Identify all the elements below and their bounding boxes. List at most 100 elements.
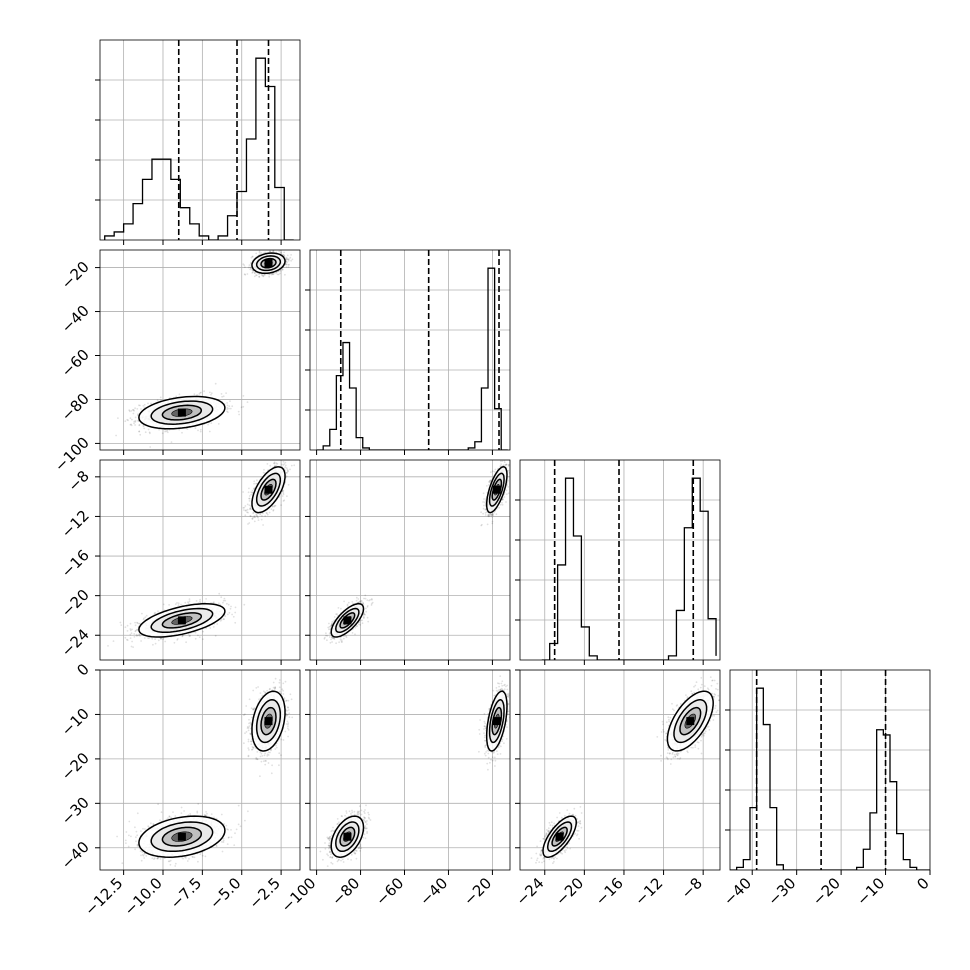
scatter-point [250, 493, 253, 496]
scatter-point [286, 261, 288, 264]
scatter-point [160, 637, 162, 640]
scatter-point [285, 475, 288, 477]
scatter-point [129, 622, 132, 625]
scatter-point [194, 637, 197, 640]
scatter-point [214, 382, 217, 385]
scatter-point [222, 601, 224, 604]
scatter-point [279, 251, 282, 254]
scatter-point [130, 645, 133, 648]
scatter-point [168, 604, 170, 606]
scatter-point [272, 273, 275, 276]
scatter-point [273, 461, 276, 464]
scatter-point [256, 515, 259, 518]
scatter-point [199, 430, 202, 433]
scatter-point [117, 417, 119, 419]
scatter-point [147, 637, 149, 639]
scatter-point [275, 271, 278, 274]
scatter-point [226, 602, 228, 605]
scatter-point [264, 515, 267, 517]
density-peak [177, 616, 186, 625]
scatter-point [252, 271, 254, 273]
scatter-point [250, 267, 252, 270]
scatter-point [272, 250, 275, 253]
panel-1-1 [305, 249, 511, 455]
scatter-point [154, 642, 157, 645]
scatter-point [276, 273, 279, 276]
scatter-point [142, 405, 145, 407]
scatter-point [269, 250, 271, 252]
scatter-point [120, 624, 123, 626]
scatter-point [223, 618, 225, 621]
scatter-point [199, 392, 202, 394]
scatter-point [134, 421, 137, 423]
scatter-point [156, 399, 159, 402]
scatter-point [268, 511, 271, 514]
scatter-point [130, 632, 133, 635]
scatter-point [199, 601, 202, 604]
scatter-point [293, 464, 296, 467]
scatter-point [154, 638, 156, 640]
scatter-point [262, 471, 265, 474]
scatter-point [285, 258, 288, 261]
scatter-point [251, 272, 254, 274]
scatter-point [270, 273, 273, 276]
scatter-point [124, 626, 127, 629]
scatter-point [243, 603, 246, 606]
scatter-point [178, 428, 181, 431]
scatter-point [255, 482, 257, 485]
scatter-point [285, 256, 287, 259]
scatter-point [278, 250, 281, 253]
scatter-point [132, 646, 134, 648]
density-peak [264, 259, 273, 268]
scatter-point [272, 250, 274, 253]
scatter-point [248, 264, 251, 266]
scatter-point [138, 634, 141, 636]
scatter-point [140, 408, 142, 410]
scatter-point [133, 422, 135, 425]
scatter-point [187, 601, 189, 604]
scatter-point [160, 638, 162, 640]
scatter-point [243, 273, 246, 276]
scatter-point [142, 618, 145, 621]
scatter-point [129, 633, 132, 636]
scatter-point [197, 634, 199, 637]
scatter-point [227, 603, 230, 606]
scatter-point [149, 446, 152, 448]
scatter-point [222, 395, 225, 398]
scatter-point [195, 600, 198, 602]
scatter-point [248, 487, 250, 490]
scatter-point [134, 416, 137, 419]
scatter-point [126, 418, 129, 421]
scatter-point [157, 639, 160, 642]
scatter-point [273, 465, 276, 467]
scatter-point [284, 263, 287, 266]
scatter-point [135, 634, 138, 637]
scatter-point [246, 273, 249, 275]
scatter-point [133, 409, 135, 412]
scatter-point [264, 251, 266, 254]
scatter-point [287, 264, 290, 266]
scatter-point [138, 424, 141, 427]
scatter-point [141, 612, 143, 615]
scatter-point [254, 516, 256, 519]
scatter-point [130, 424, 133, 427]
scatter-point [250, 261, 252, 264]
scatter-point [285, 266, 288, 268]
scatter-point [151, 637, 154, 640]
scatter-point [253, 520, 256, 523]
scatter-point [275, 272, 277, 274]
scatter-point [228, 407, 230, 410]
scatter-point [280, 504, 282, 506]
scatter-point [107, 645, 109, 647]
scatter-point [134, 407, 136, 410]
y-tick-label: −40 [58, 302, 93, 337]
scatter-point [228, 405, 231, 408]
scatter-point [222, 599, 225, 602]
scatter-point [162, 603, 165, 606]
scatter-point [134, 419, 137, 422]
scatter-point [229, 400, 231, 402]
scatter-point [253, 482, 256, 485]
scatter-point [244, 266, 246, 269]
scatter-point [284, 461, 287, 464]
scatter-point [203, 390, 205, 393]
